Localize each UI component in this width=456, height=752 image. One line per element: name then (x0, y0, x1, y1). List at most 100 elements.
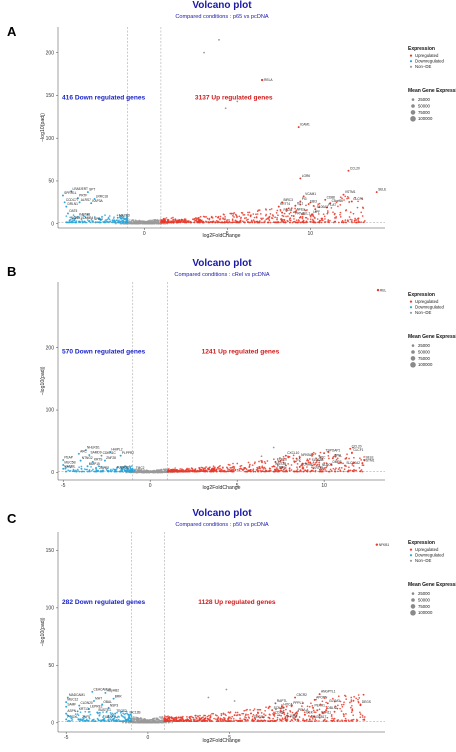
gene-point-downregulated (67, 465, 69, 468)
gene-point (151, 222, 153, 225)
gene-point-upregulated (285, 470, 288, 473)
gene-point-downregulated (110, 468, 112, 471)
gene-point-downregulated (96, 221, 99, 223)
gene-point-upregulated (348, 720, 350, 723)
gene-label: SLC10A2 (346, 461, 360, 465)
gene-point-upregulated (357, 694, 360, 696)
gene-point-upregulated (334, 468, 336, 471)
gene-point-upregulated (274, 221, 277, 224)
gene-point-upregulated (306, 459, 308, 462)
gene-label: ZNF5 (82, 715, 90, 719)
gene-point-upregulated (244, 221, 246, 224)
gene-point-upregulated (301, 464, 304, 466)
gene-point-upregulated (312, 467, 315, 470)
gene-point-upregulated (295, 457, 298, 460)
gene-point-upregulated (160, 220, 162, 222)
gene-point-upregulated (282, 220, 284, 223)
gene-point-downregulated (111, 219, 114, 221)
gene-point-labelled (324, 198, 327, 201)
gene-point-downregulated (102, 716, 104, 718)
gene-point-upregulated (344, 717, 347, 720)
gene-point-upregulated (308, 705, 311, 708)
gene-point (160, 717, 162, 720)
gene-point-upregulated (163, 220, 166, 222)
gene-point-upregulated (222, 213, 225, 216)
gene-point-upregulated (264, 208, 267, 210)
gene-point (147, 471, 149, 473)
gene-point-upregulated (311, 466, 313, 469)
gene-point-downregulated (125, 214, 128, 217)
gene-point (161, 469, 163, 471)
legend-size-swatch (410, 610, 416, 616)
gene-label: NFKBIA (301, 453, 313, 457)
gene-label: NHLRD1 (87, 446, 100, 450)
gene-point-upregulated (254, 470, 257, 473)
y-tick-label: 150 (46, 93, 55, 99)
gene-point (156, 221, 159, 224)
gene-point-upregulated (327, 470, 330, 473)
gene-point-downregulated (93, 470, 95, 473)
gene-point-upregulated (314, 720, 316, 723)
gene-point-downregulated (99, 470, 102, 473)
gene-point-labelled (104, 459, 106, 462)
gene-point-upregulated (282, 468, 285, 471)
gene-point-downregulated (120, 720, 122, 723)
gene-point-upregulated (289, 211, 292, 214)
gene-point (137, 468, 139, 471)
gene-point-labelled (78, 201, 81, 204)
gene-point-upregulated (313, 216, 316, 219)
data-points (65, 38, 366, 225)
gene-point-upregulated (252, 470, 255, 473)
gene-point-upregulated (235, 220, 238, 222)
gene-point-upregulated (345, 456, 348, 459)
gene-point-upregulated (311, 464, 314, 467)
gene-point-upregulated (264, 467, 267, 470)
gene-label: DMPS (332, 460, 341, 464)
gene-point (158, 716, 161, 718)
gene-point-upregulated (340, 466, 343, 469)
gene-point-upregulated (345, 221, 347, 224)
gene-label: C5CR2 (296, 693, 307, 697)
gene-point-upregulated (339, 216, 342, 218)
gene-point (136, 721, 138, 724)
gene-point-upregulated (356, 206, 359, 209)
gene-point-upregulated (285, 210, 288, 213)
gene-point-upregulated (260, 712, 263, 714)
gene-point-upregulated (341, 719, 343, 722)
gene-point-upregulated (200, 466, 203, 469)
y-tick-label: 200 (46, 345, 55, 351)
gene-point-upregulated (174, 470, 176, 473)
gene-point-labelled (314, 208, 317, 211)
gene-point-upregulated (213, 470, 216, 472)
gene-point-upregulated (218, 221, 220, 223)
gene-point-downregulated (73, 221, 76, 224)
gene-point-upregulated (332, 467, 335, 470)
gene-point-upregulated (336, 457, 339, 460)
gene-point-downregulated (128, 717, 131, 720)
gene-label: PRIVAEL1 (295, 212, 310, 216)
gene-point-downregulated (95, 470, 97, 473)
gene-point-upregulated (208, 218, 211, 221)
gene-point-upregulated (199, 718, 202, 720)
gene-label: SLC1A4 (312, 458, 324, 462)
gene-point-upregulated (283, 212, 286, 215)
gene-point-labelled (344, 464, 346, 467)
gene-label: APOPN (316, 695, 328, 699)
gene-point-upregulated (279, 457, 281, 459)
gene-point-upregulated (271, 720, 274, 722)
gene-point-upregulated (343, 701, 345, 704)
gene-point-upregulated (192, 717, 195, 719)
gene-point-labelled (116, 216, 119, 219)
gene-point-upregulated (293, 718, 296, 720)
gene-point (147, 222, 149, 225)
gene-point-labelled (325, 206, 328, 209)
gene-point-upregulated (199, 714, 201, 717)
gene-point-outlier (207, 696, 210, 699)
gene-point-upregulated (344, 195, 347, 198)
gene-point-upregulated (322, 719, 325, 722)
gene-point-upregulated (294, 207, 296, 210)
legend-size-swatch (411, 104, 415, 108)
gene-point-upregulated (299, 460, 301, 463)
gene-point-upregulated (180, 469, 183, 472)
